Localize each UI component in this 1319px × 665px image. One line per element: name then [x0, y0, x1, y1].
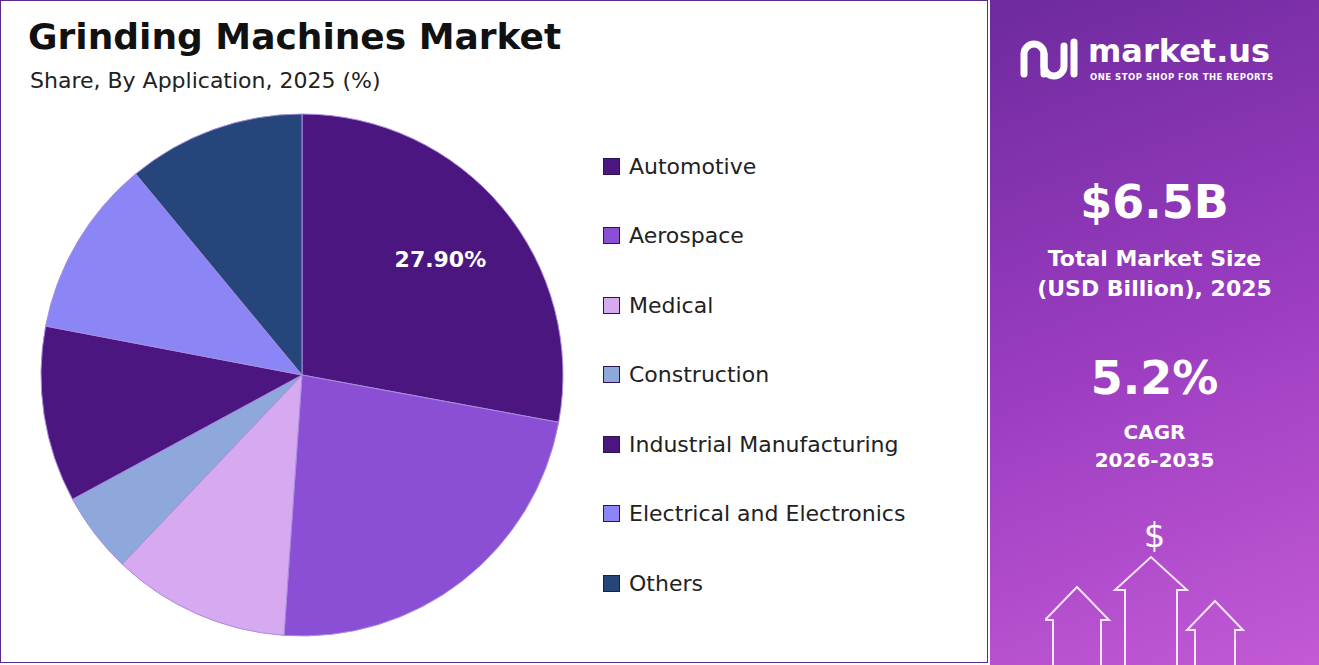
- html-text:5.2%: 5.2%: [1090, 351, 1219, 405]
- html-text:market.us: market.us: [1088, 32, 1271, 70]
- html-text:Others: Others: [629, 570, 703, 596]
- html-text:Industrial Manufacturing: Industrial Manufacturing: [629, 431, 899, 457]
- html-text:Grinding Machines Market: Grinding Machines Market: [28, 16, 562, 57]
- html-text:Automotive: Automotive: [629, 153, 757, 179]
- html-text:$6.5B: $6.5B: [1080, 175, 1229, 229]
- html-text:Electrical and Electronics: Electrical and Electronics: [629, 501, 906, 527]
- html-text:Construction: Construction: [629, 362, 770, 388]
- html-text:ONE STOP SHOP FOR THE REPORTS: ONE STOP SHOP FOR THE REPORTS: [1090, 72, 1274, 82]
- html-text:(USD Billion), 2025: (USD Billion), 2025: [1037, 276, 1272, 301]
- html-text:Total Market Size: Total Market Size: [1047, 246, 1262, 271]
- html-text:2026-2035: 2026-2035: [1094, 448, 1215, 472]
- html-text:Share, By Application, 2025 (%: Share, By Application, 2025 (%): [30, 68, 381, 93]
- html-text:CAGR: CAGR: [1123, 420, 1186, 444]
- html-text:Medical: Medical: [629, 292, 714, 318]
- svg-text:27.90%: 27.90%: [395, 247, 487, 272]
- html-text:Aerospace: Aerospace: [629, 223, 744, 249]
